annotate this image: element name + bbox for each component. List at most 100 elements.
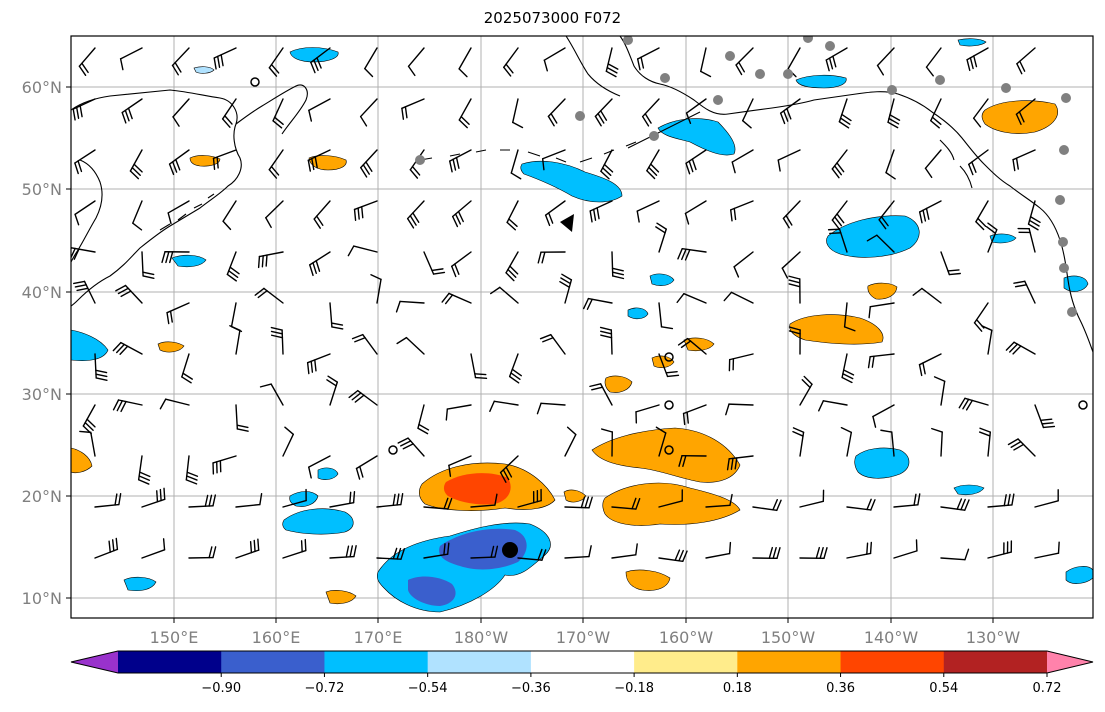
wind-barb	[74, 149, 96, 175]
shade-blue-region	[854, 447, 910, 479]
wind-barb	[512, 98, 524, 129]
wind-barb	[458, 47, 472, 78]
triangle-marker	[560, 214, 574, 232]
colorbar-tick-label: 0.54	[929, 681, 958, 696]
wind-barb	[733, 251, 754, 278]
wind-barb	[1027, 200, 1041, 231]
wind-barb	[781, 251, 801, 279]
wind-barb	[825, 47, 848, 72]
wind-barb	[254, 287, 284, 304]
station-dot	[1058, 237, 1068, 247]
wind-barb	[329, 490, 356, 508]
station-dot	[713, 95, 723, 105]
wind-barb	[676, 292, 707, 304]
wind-barb	[931, 427, 943, 457]
wind-barb	[449, 149, 472, 173]
wind-barb	[658, 353, 680, 378]
wind-barb	[73, 280, 96, 304]
shade-light-blue-region	[193, 66, 215, 74]
wind-barb	[141, 487, 166, 508]
open-circle-marker	[664, 352, 674, 362]
latitude-axis: 60°N 50°N 40°N 30°N 20°N 10°N	[22, 78, 71, 608]
wind-barb	[235, 538, 260, 559]
shade-orange-region	[563, 489, 587, 503]
wind-barb	[779, 98, 801, 125]
wind-barb	[458, 98, 472, 129]
wind-barb	[221, 98, 237, 128]
wind-barb	[503, 47, 519, 77]
lon-tick-label: 130°W	[966, 628, 1021, 647]
wind-barb	[880, 429, 895, 457]
wind-barb	[594, 98, 613, 127]
lat-tick-label: 10°N	[22, 589, 62, 608]
wind-barb	[129, 149, 143, 180]
station-dot	[825, 41, 835, 51]
wind-barb	[235, 404, 249, 432]
wind-barb	[395, 300, 425, 313]
gridlines	[71, 36, 1093, 618]
wind-barb	[1012, 149, 1036, 172]
wind-barb	[682, 404, 707, 426]
wind-barb	[605, 47, 619, 78]
wind-barb	[966, 47, 989, 72]
wind-barb	[259, 383, 284, 406]
station-dot	[803, 36, 813, 43]
wind-barb	[728, 353, 754, 372]
shade-blue-region	[957, 38, 987, 47]
wind-barb	[752, 546, 781, 560]
station-dot	[660, 73, 670, 83]
wind-barb	[499, 455, 519, 483]
wind-barb	[831, 200, 848, 230]
wind-barb	[396, 336, 425, 355]
shade-blue-region	[71, 329, 109, 361]
lon-tick-label: 140°W	[864, 628, 919, 647]
wind-barb	[94, 537, 119, 559]
colorbar-tick-label: −0.36	[511, 681, 551, 696]
wind-barb	[725, 403, 754, 416]
wind-barb	[752, 498, 782, 512]
station-dot	[649, 131, 659, 141]
wind-barb	[799, 489, 825, 508]
wind-barb	[1007, 438, 1036, 457]
shade-blue-region	[826, 215, 920, 258]
wind-barb	[543, 47, 566, 72]
lat-tick-label: 60°N	[22, 78, 62, 97]
wind-barb	[918, 200, 942, 224]
wind-barb	[272, 98, 284, 129]
wind-barb	[912, 287, 942, 304]
station-dot	[887, 85, 897, 95]
wind-barb	[792, 427, 805, 457]
wind-barb	[636, 47, 660, 71]
wind-barb	[678, 454, 707, 468]
wind-barb	[658, 489, 683, 508]
colorbar-segment	[324, 651, 429, 673]
shade-orange-region	[71, 447, 93, 474]
wind-barb	[635, 404, 660, 424]
wind-barb	[677, 337, 707, 355]
wind-barb	[741, 98, 754, 129]
wind-barb	[1013, 280, 1036, 304]
wind-barb	[213, 47, 237, 70]
wind-barb	[981, 325, 993, 355]
wind-barb	[788, 275, 801, 304]
wind-barb	[655, 222, 667, 253]
wind-barb	[846, 498, 876, 511]
wind-barb	[924, 149, 942, 179]
wind-barb	[310, 47, 331, 74]
shade-blue-region	[123, 576, 157, 592]
wind-barb	[423, 251, 446, 275]
station-dot	[1061, 93, 1071, 103]
station-dot	[783, 69, 793, 79]
wind-barb	[559, 273, 573, 304]
wind-barb	[539, 333, 566, 355]
station-dot	[755, 69, 765, 79]
lon-tick-label: 150°E	[150, 628, 199, 647]
wind-barb	[359, 98, 378, 127]
shade-blue-region	[953, 484, 985, 496]
wind-barb	[141, 251, 155, 280]
wind-barb	[506, 200, 519, 231]
wind-barb	[731, 149, 754, 174]
shade-orange-region	[625, 569, 671, 591]
wind-barb	[799, 546, 828, 560]
wind-barb	[282, 538, 307, 559]
